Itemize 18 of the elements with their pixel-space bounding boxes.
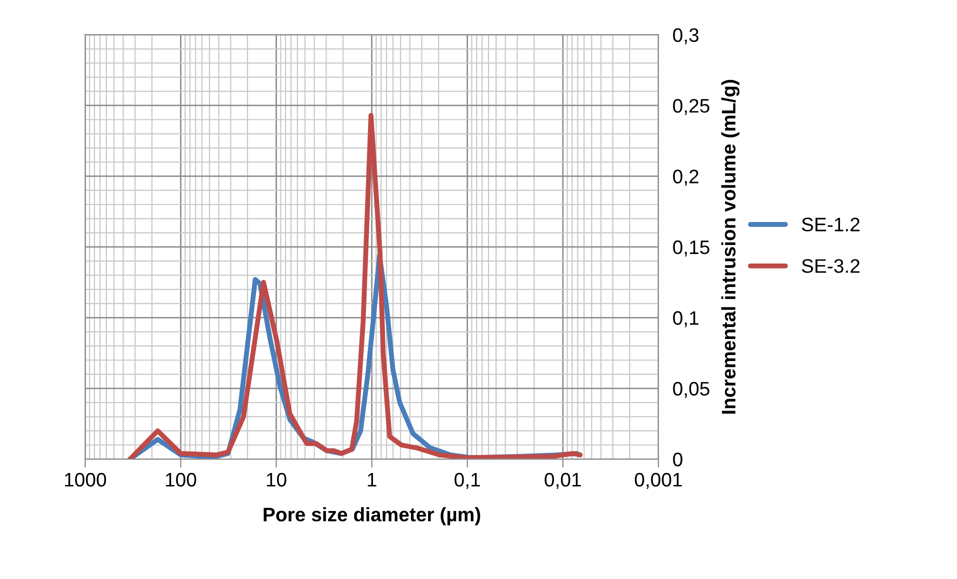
x-tick-label: 1000 [65,472,106,487]
y-axis-title: Incremental intrusion volume (mL/g) [721,80,740,414]
x-tick-label: 0,01 [544,472,581,489]
y-tick-label: 0 [673,452,682,466]
y-tick-label: 0,15 [673,240,710,256]
y-tick-label: 0,05 [673,382,710,398]
legend-label: SE-3.2 [802,259,860,273]
x-tick-label: 100 [166,472,196,487]
y-tick-label: 0,3 [673,28,698,44]
x-tick-label: 10 [266,472,286,487]
x-tick-label: 0,1 [454,472,480,489]
x-tick-label: 0,001 [634,472,682,489]
legend-label: SE-1.2 [802,218,860,232]
y-tick-label: 0,25 [673,98,710,116]
x-axis-title: Pore size diameter (µm) [264,507,480,526]
x-tick-label: 1 [368,473,376,486]
y-tick-label: 0,1 [673,311,698,328]
y-tick-label: 0,2 [673,170,698,186]
